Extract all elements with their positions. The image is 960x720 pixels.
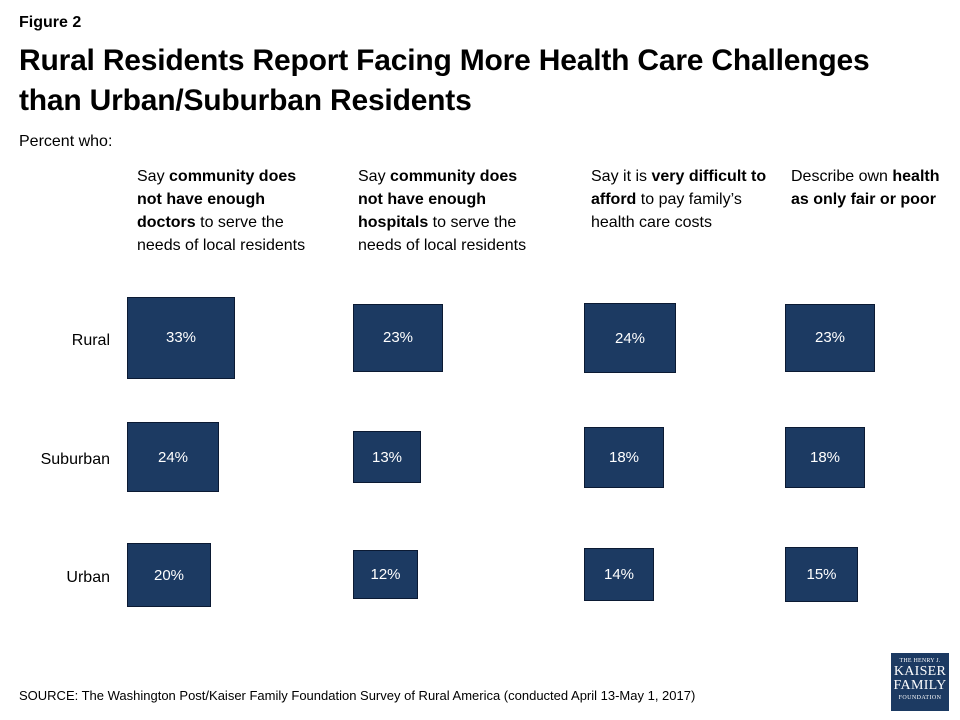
value-label-col2-suburban: 13% (371, 448, 403, 466)
kff-logo: THE HENRY J. KAISER FAMILY FOUNDATION (891, 653, 949, 711)
logo-line-3: FAMILY (893, 678, 947, 693)
value-label-col1-rural: 33% (165, 329, 197, 347)
column-header-2-segment-1: Say (358, 168, 391, 185)
logo-line-1: THE HENRY J. (899, 658, 941, 664)
value-box-col2-urban: 12% (353, 550, 418, 600)
column-header-4: Describe own health as only fair or poor (791, 165, 941, 211)
value-box-col4-suburban: 18% (785, 426, 865, 488)
row-label-urban: Urban (66, 569, 110, 586)
value-label-col2-rural: 23% (382, 329, 414, 347)
value-box-col3-rural: 24% (584, 303, 676, 374)
column-header-3-segment-1: Say it is (591, 168, 652, 185)
value-label-col3-rural: 24% (614, 329, 646, 347)
chart-subtitle: Percent who: (19, 133, 113, 150)
value-label-col2-urban: 12% (370, 566, 401, 584)
column-header-2-segment-2: community does not have enough hospitals (358, 168, 518, 231)
value-box-col2-rural: 23% (353, 303, 443, 372)
column-header-3-segment-2: very difficult to afford (591, 168, 767, 208)
column-header-1-segment-1: Say (137, 168, 170, 185)
column-header-1: Say community does not have enough docto… (137, 165, 317, 257)
column-header-2: Say community does not have enough hospi… (358, 165, 538, 257)
value-label-col1-suburban: 24% (157, 448, 189, 466)
value-box-col3-suburban: 18% (584, 426, 664, 488)
source-note: SOURCE: The Washington Post/Kaiser Famil… (19, 688, 696, 703)
chart-title: Rural Residents Report Facing More Healt… (19, 44, 870, 117)
value-box-col4-urban: 15% (785, 547, 858, 603)
value-label-col3-suburban: 18% (608, 448, 640, 466)
value-label-col1-urban: 20% (153, 566, 185, 584)
value-label-col4-urban: 15% (806, 566, 837, 584)
value-label-col4-rural: 23% (814, 329, 846, 347)
value-box-col4-rural: 23% (785, 303, 875, 372)
row-label-rural: Rural (71, 332, 110, 349)
column-header-2-segment-3: to serve the needs of local residents (358, 214, 527, 254)
column-header-3: Say it is very difficult to afford to pa… (591, 165, 776, 234)
value-label-col3-urban: 14% (603, 566, 635, 584)
column-header-1-segment-3: to serve the needs of local residents (137, 214, 306, 254)
row-label-suburban: Suburban (40, 451, 110, 468)
figure-label: Figure 2 (19, 14, 82, 31)
value-box-col3-urban: 14% (584, 548, 654, 602)
column-header-1-segment-2: community does not have enough doctors (137, 168, 297, 231)
value-box-col1-rural: 33% (127, 296, 235, 379)
column-header-4-segment-1: Describe own (791, 168, 893, 185)
value-box-col2-suburban: 13% (353, 431, 421, 484)
column-header-3-segment-3: to pay family’s health care costs (591, 191, 742, 231)
logo-line-4: FOUNDATION (898, 695, 942, 701)
value-label-col4-suburban: 18% (809, 448, 841, 466)
value-box-col1-suburban: 24% (127, 422, 219, 493)
value-box-col1-urban: 20% (127, 543, 211, 608)
column-header-4-segment-2: health as only fair or poor (791, 168, 940, 208)
logo-line-2: KAISER (893, 664, 947, 679)
